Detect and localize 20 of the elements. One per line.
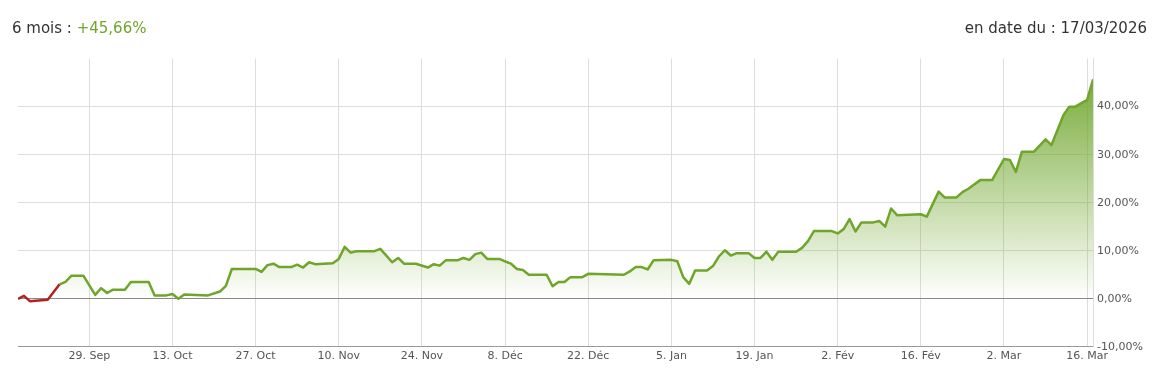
x-tick-label: 10. Nov: [317, 349, 361, 363]
x-tick-label: 16. Fév: [900, 349, 942, 363]
x-tick-label: 27. Oct: [235, 349, 277, 363]
x-tick-label: 2. Mar: [986, 349, 1022, 363]
y-tick-label: 40,00%: [1097, 99, 1140, 113]
y-tick-label: 30,00%: [1097, 147, 1140, 161]
x-tick-label: 22. Déc: [567, 349, 610, 363]
chart-title: 6 mois :: [12, 19, 72, 37]
x-tick-label: 19. Jan: [735, 349, 774, 363]
x-tick-label: 13. Oct: [152, 349, 194, 363]
x-tick-label: 8. Déc: [487, 349, 523, 363]
x-tick-label: 5. Jan: [655, 349, 687, 363]
text: en date du : 17/03/2026: [964, 19, 1147, 37]
y-tick-label: 20,00%: [1097, 195, 1140, 209]
y-tick-label: 0,00%: [1097, 291, 1133, 305]
x-tick-label: 29. Sep: [68, 349, 111, 363]
chart-subtitle: +45,66%: [76, 19, 147, 37]
x-tick-label: 24. Nov: [400, 349, 444, 363]
x-tick-label: 2. Fév: [821, 349, 855, 363]
y-tick-label: 10,00%: [1097, 243, 1140, 257]
